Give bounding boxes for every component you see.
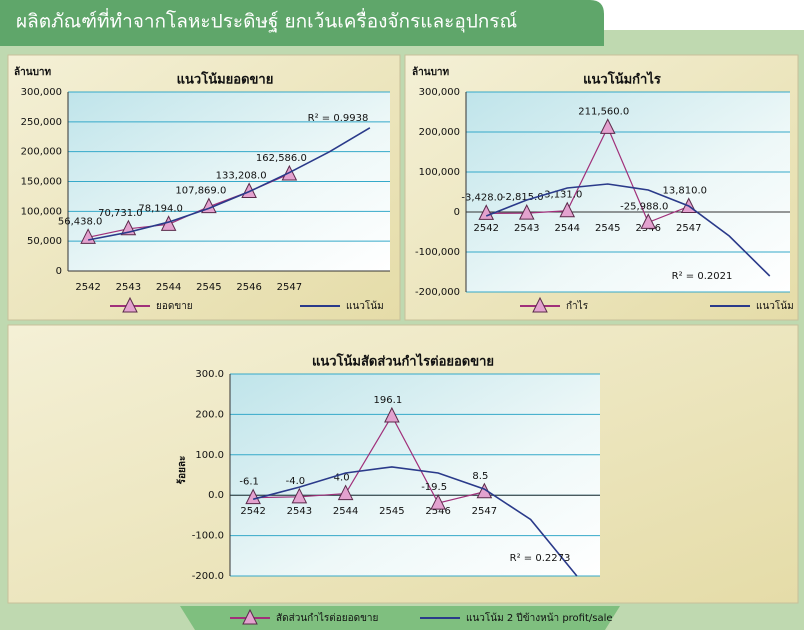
marker	[245, 488, 261, 505]
value-label: 3,131.0	[544, 190, 582, 201]
y-tick-label: 150,000	[21, 177, 62, 188]
y-tick-label: 300.0	[195, 369, 224, 380]
y-tick-label: 200,000	[21, 147, 62, 158]
header-title: ผลิตภัณฑ์ที่ทำจากโลหะประดิษฐ์ ยกเว้นเครื…	[16, 8, 517, 34]
series-line	[486, 125, 689, 224]
plot-area	[466, 92, 790, 292]
header-tab	[0, 0, 604, 46]
legend-marker	[242, 608, 258, 625]
value-label: 107,869.0	[175, 186, 226, 197]
x-tick-label: 2547	[277, 282, 302, 293]
x-tick-label: 2546	[236, 282, 261, 293]
value-label: -2,815.0	[502, 192, 544, 203]
x-tick-label: 2547	[472, 506, 497, 517]
legend-label: สัดส่วนกำไรต่อยอดขาย	[276, 612, 378, 624]
x-tick-label: 2545	[379, 506, 404, 517]
y-tick-label: -100,000	[415, 247, 460, 258]
x-tick-label: 2544	[333, 506, 358, 517]
x-tick-label: 2545	[196, 282, 221, 293]
y-tick-label: 300,000	[21, 87, 62, 98]
value-label: -6.1	[239, 477, 259, 488]
chart-title: แนวโน้มสัดส่วนกำไรต่อยอดขาย	[312, 353, 494, 370]
y-tick-label: 0	[56, 266, 62, 277]
marker	[559, 201, 576, 218]
x-tick-label: 2547	[676, 223, 701, 234]
chart-title: แนวโน้มยอดขาย	[177, 71, 274, 88]
value-label: 56,438.0	[58, 216, 103, 227]
marker	[518, 204, 535, 220]
y-tick-label: 100.0	[195, 450, 224, 461]
value-label: 211,560.0	[578, 106, 629, 117]
y-tick-label: 50,000	[27, 236, 62, 247]
x-tick-label: 2544	[156, 282, 181, 293]
trend-line	[87, 127, 371, 241]
x-tick-label: 2542	[474, 223, 499, 234]
trend-line	[485, 183, 771, 277]
value-label: 8.5	[472, 471, 488, 482]
value-label: -3,428.0	[461, 192, 503, 203]
legend-label: ยอดขาย	[156, 301, 193, 312]
x-tick-label: 2543	[287, 506, 312, 517]
value-label: 78,194.0	[138, 203, 183, 214]
value-label: 133,208.0	[216, 171, 267, 182]
marker	[599, 118, 616, 134]
marker	[337, 484, 354, 501]
legend-marker	[122, 296, 138, 313]
marker	[384, 406, 400, 423]
marker	[478, 204, 495, 220]
plot-area	[230, 374, 600, 576]
x-tick-label: 2545	[595, 223, 620, 234]
y-tick-label: 100,000	[419, 167, 460, 178]
y-tick-label: 250,000	[21, 117, 62, 128]
y-tick-label: -100.0	[192, 531, 224, 542]
y-tick-label: 0	[454, 207, 460, 218]
x-tick-label: 2542	[75, 282, 100, 293]
x-tick-label: 2544	[555, 223, 580, 234]
y-tick-label: 200,000	[419, 127, 460, 138]
y-axis-label: ร้อยละ	[176, 456, 188, 485]
y-tick-label: 300,000	[419, 87, 460, 98]
x-tick-label: 2543	[116, 282, 141, 293]
legend-label: กำไร	[566, 300, 589, 312]
y-axis-label: ล้านบาท	[14, 66, 52, 78]
y-tick-label: -200.0	[192, 571, 224, 582]
y-tick-label: -200,000	[415, 287, 460, 298]
value-label: 196.1	[374, 395, 403, 406]
value-label: 70,731.0	[98, 208, 143, 219]
marker	[291, 487, 308, 504]
legend-label: แนวโน้ม	[346, 299, 384, 312]
annotation: R² = 0.9938	[308, 113, 369, 124]
y-tick-label: 0.0	[208, 490, 224, 501]
x-tick-label: 2542	[240, 506, 265, 517]
value-label: 162,586.0	[256, 153, 307, 164]
value-label: -25,988.0	[620, 201, 668, 212]
legend-band	[180, 606, 620, 630]
legend-label: แนวโน้ม	[756, 299, 794, 312]
value-label: -19.5	[421, 482, 447, 493]
value-label: 4.0	[334, 473, 350, 484]
y-axis-label: ล้านบาท	[412, 66, 450, 78]
x-tick-label: 2543	[514, 223, 539, 234]
legend-marker	[532, 296, 548, 313]
series-line	[253, 414, 485, 504]
trend-line	[252, 466, 578, 577]
chart-title: แนวโน้มกำไร	[583, 71, 661, 88]
x-tick-label: 2546	[425, 506, 450, 517]
legend-label: แนวโน้ม 2 ปีข้างหน้า profit/sale	[466, 611, 613, 624]
marker	[430, 493, 446, 510]
value-label: -4.0	[286, 476, 306, 487]
marker	[640, 213, 657, 229]
annotation: R² = 0.2021	[672, 271, 733, 282]
y-tick-label: 200.0	[195, 409, 224, 420]
value-label: 13,810.0	[662, 185, 707, 196]
annotation: R² = 0.2273	[510, 553, 571, 564]
y-tick-label: 100,000	[21, 206, 62, 217]
